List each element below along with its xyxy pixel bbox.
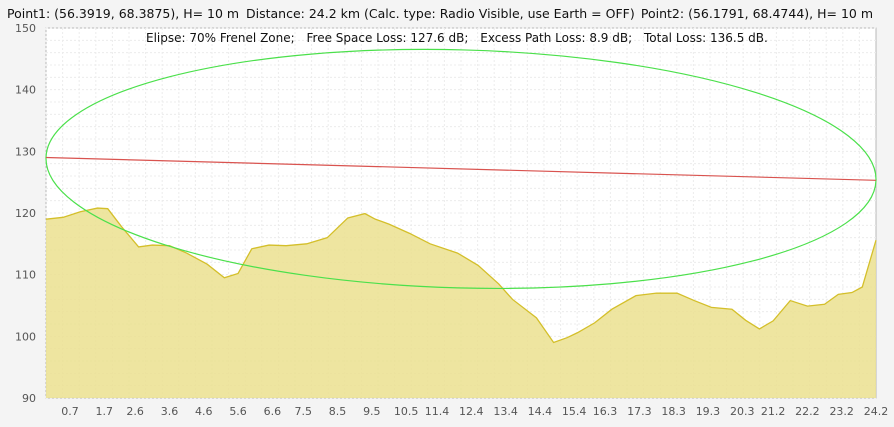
x-tick-label: 10.5 — [394, 405, 419, 418]
x-tick-label: 11.4 — [425, 405, 450, 418]
point1-label: Point1: (56.3919, 68.3875), H= 10 m — [7, 6, 240, 21]
y-tick-label: 120 — [15, 207, 36, 220]
excess-path-loss: Excess Path Loss: 8.9 dB; — [480, 31, 633, 45]
x-tick-label: 22.2 — [795, 405, 820, 418]
free-space-loss: Free Space Loss: 127.6 dB; — [306, 31, 469, 45]
x-tick-label: 19.3 — [696, 405, 721, 418]
line-of-sight-line — [45, 156, 877, 181]
y-tick-label: 110 — [15, 269, 36, 282]
total-loss: Total Loss: 136.5 dB. — [643, 31, 768, 45]
y-axis: 90 100 110 120 130 140 150 — [15, 22, 36, 405]
x-tick-label: 5.6 — [229, 405, 247, 418]
y-tick-label: 150 — [15, 22, 36, 35]
x-tick-label: 13.4 — [493, 405, 518, 418]
chart-header: Point1: (56.3919, 68.3875), H= 10 m Dist… — [0, 0, 894, 26]
point2-label: Point2: (56.1791, 68.4744), H= 10 m — [640, 6, 873, 21]
x-tick-label: 1.7 — [96, 405, 114, 418]
distance-label: Distance: 24.2 km (Calc. type: Radio Vis… — [246, 6, 635, 21]
x-tick-label: 15.4 — [562, 405, 587, 418]
x-tick-label: 4.6 — [195, 405, 213, 418]
x-axis: 0.7 1.7 2.6 3.6 4.6 5.6 6.6 7.5 8.5 9.5 10.5 11.4 12… — [61, 405, 888, 418]
x-tick-label: 3.6 — [161, 405, 179, 418]
x-tick-label: 9.5 — [363, 405, 381, 418]
x-tick-label: 8.5 — [329, 405, 347, 418]
x-tick-label: 0.7 — [61, 405, 79, 418]
loss-summary: Elipse: 70% Frenel Zone; Free Space Loss… — [146, 31, 776, 45]
x-tick-label: 18.3 — [661, 405, 686, 418]
line-of-sight — [45, 156, 877, 181]
x-tick-label: 20.3 — [730, 405, 755, 418]
x-tick-label: 14.4 — [528, 405, 553, 418]
y-tick-label: 140 — [15, 84, 36, 97]
x-tick-label: 6.6 — [264, 405, 282, 418]
x-tick-label: 17.3 — [627, 405, 652, 418]
x-tick-label: 24.2 — [864, 405, 889, 418]
x-tick-label: 23.2 — [829, 405, 854, 418]
x-tick-label: 16.3 — [593, 405, 618, 418]
x-tick-label: 12.4 — [459, 405, 484, 418]
ellipse-label: Elipse: 70% Frenel Zone; — [146, 31, 295, 45]
y-tick-label: 90 — [22, 392, 36, 405]
x-tick-label: 2.6 — [126, 405, 144, 418]
x-tick-label: 7.5 — [294, 405, 312, 418]
terrain-fill — [46, 208, 876, 398]
y-tick-label: 100 — [15, 330, 36, 343]
y-tick-label: 130 — [15, 145, 36, 158]
x-tick-label: 21.2 — [761, 405, 786, 418]
